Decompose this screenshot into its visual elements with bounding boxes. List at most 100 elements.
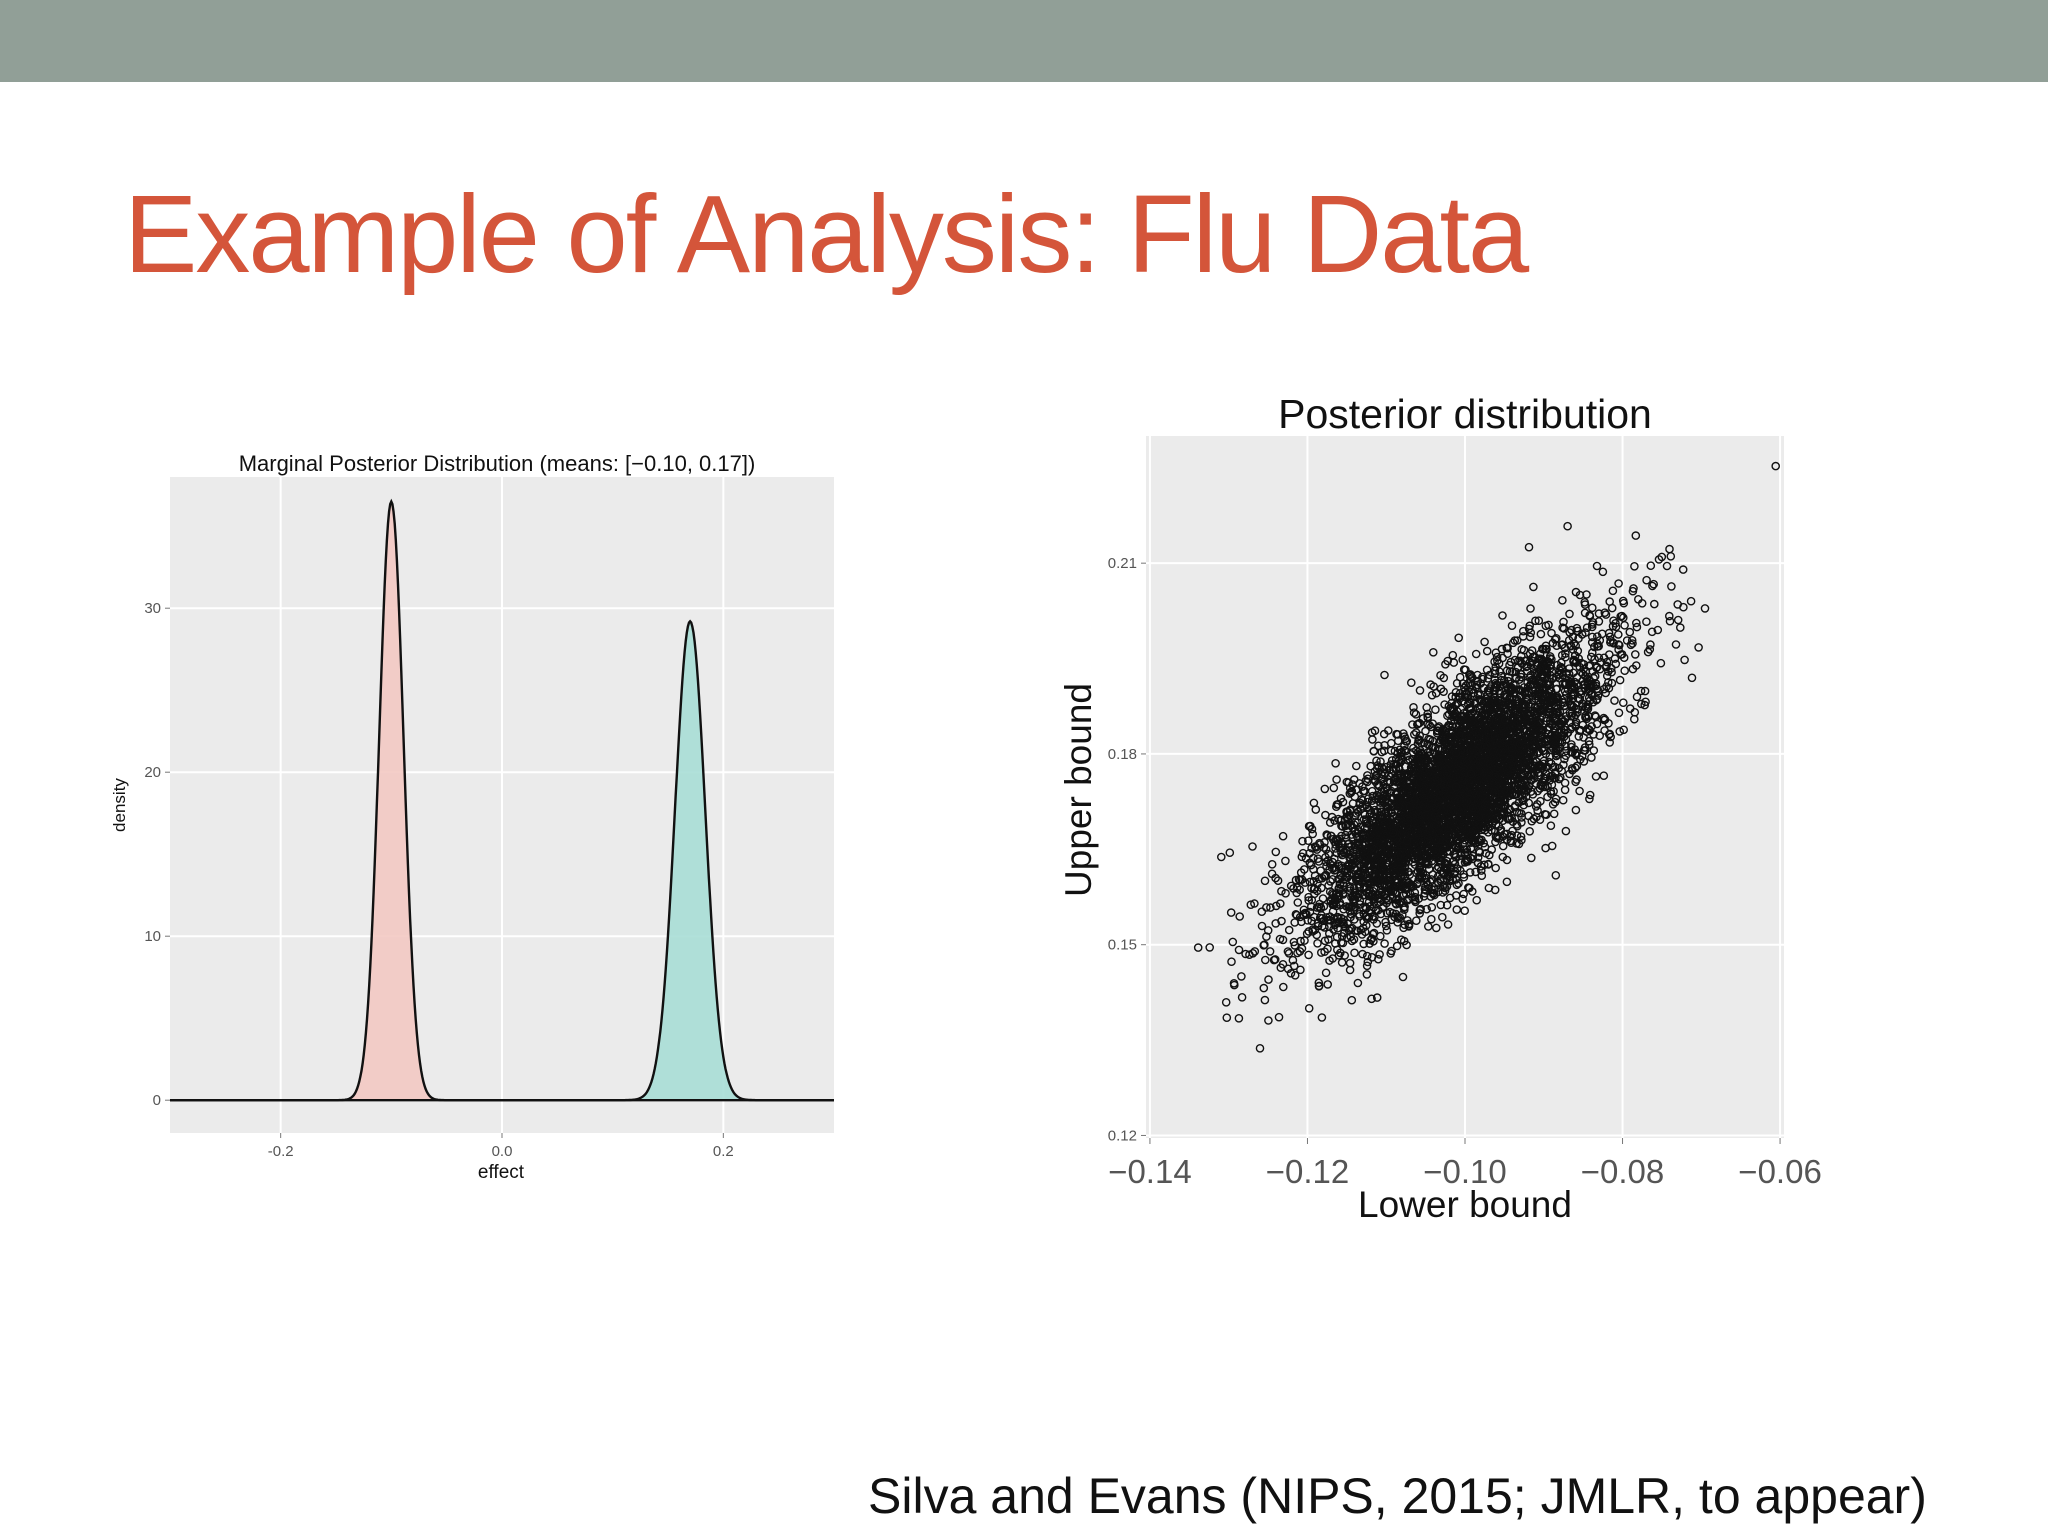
scatter-point bbox=[1490, 885, 1500, 895]
scatter-point bbox=[1294, 875, 1304, 884]
scatter-point bbox=[1415, 909, 1424, 918]
scatter-point bbox=[1393, 793, 1403, 802]
scatter-point bbox=[1278, 831, 1288, 841]
scatter-point bbox=[1314, 857, 1324, 866]
scatter-point bbox=[1459, 872, 1469, 882]
scatter-point bbox=[1331, 939, 1340, 948]
scatter-point bbox=[1430, 890, 1439, 900]
scatter-point bbox=[1458, 812, 1468, 822]
scatter-point bbox=[1531, 779, 1541, 788]
scatter-point bbox=[1506, 657, 1516, 667]
scatter-point bbox=[1524, 811, 1533, 821]
scatter-point bbox=[1360, 810, 1370, 820]
scatter-point bbox=[1421, 886, 1431, 895]
scatter-point bbox=[1279, 982, 1288, 992]
scatter-point bbox=[1464, 679, 1473, 688]
scatter-point bbox=[1480, 637, 1489, 647]
scatter-point bbox=[1516, 656, 1525, 666]
scatter-point bbox=[1491, 698, 1501, 707]
scatter-point bbox=[1587, 688, 1597, 698]
scatter-point bbox=[1431, 822, 1441, 831]
scatter-point bbox=[1451, 772, 1461, 782]
scatter-point bbox=[1454, 633, 1463, 643]
scatter-point bbox=[1489, 746, 1499, 756]
scatter-point bbox=[1588, 648, 1597, 658]
scatter-point bbox=[1411, 710, 1421, 719]
scatter-point bbox=[1414, 747, 1423, 757]
scatter-point bbox=[1433, 723, 1442, 733]
scatter-point bbox=[1385, 881, 1394, 891]
scatter-point bbox=[1572, 748, 1581, 758]
scatter-point bbox=[1330, 920, 1339, 930]
scatter-point bbox=[1324, 881, 1333, 890]
scatter-point bbox=[1329, 783, 1339, 793]
scatter-point bbox=[1392, 900, 1401, 909]
scatter-point bbox=[1429, 648, 1438, 657]
scatter-point bbox=[1377, 875, 1387, 885]
scatter-point bbox=[1614, 630, 1623, 639]
scatter-point bbox=[1557, 766, 1566, 776]
scatter-point bbox=[1425, 826, 1435, 836]
scatter-point bbox=[1396, 773, 1405, 782]
scatter-point bbox=[1499, 676, 1509, 685]
scatter-point bbox=[1424, 922, 1433, 931]
scatter-point bbox=[1607, 664, 1616, 673]
scatter-point bbox=[1558, 795, 1568, 805]
scatter-point bbox=[1572, 623, 1582, 633]
scatter-point bbox=[1380, 939, 1389, 948]
scatter-point bbox=[1549, 773, 1559, 783]
scatter-point bbox=[1266, 903, 1275, 912]
scatter-point bbox=[1455, 812, 1464, 822]
scatter-point bbox=[1324, 935, 1333, 944]
scatter-point bbox=[1304, 836, 1313, 846]
scatter-point bbox=[1528, 760, 1537, 770]
scatter-point bbox=[1580, 608, 1590, 618]
scatter-point bbox=[1221, 998, 1231, 1007]
scatter-point bbox=[1257, 907, 1267, 917]
scatter-point bbox=[1485, 812, 1494, 822]
scatter-point bbox=[1480, 704, 1490, 714]
scatter-point bbox=[1427, 690, 1437, 700]
scatter-point bbox=[1332, 901, 1341, 911]
scatter-point bbox=[1611, 659, 1621, 669]
scatter-point bbox=[1581, 711, 1590, 721]
scatter-point bbox=[1320, 784, 1330, 794]
scatter-point bbox=[1382, 926, 1392, 935]
scatter-point bbox=[1511, 681, 1520, 690]
scatter-point bbox=[1541, 690, 1551, 700]
scatter-point bbox=[1234, 945, 1244, 955]
scatter-point bbox=[1602, 682, 1611, 691]
scatter-point bbox=[1333, 835, 1343, 845]
scatter-point bbox=[1595, 731, 1604, 741]
scatter-point bbox=[1436, 900, 1446, 910]
scatter-point bbox=[1602, 657, 1612, 667]
scatter-point bbox=[1205, 943, 1214, 952]
scatter-point bbox=[1614, 708, 1624, 718]
scatter-point bbox=[1471, 867, 1480, 877]
scatter-point bbox=[1260, 876, 1270, 886]
scatter-point bbox=[1476, 798, 1486, 808]
scatter-point bbox=[1551, 731, 1560, 740]
scatter-point bbox=[1540, 782, 1550, 792]
scatter-point bbox=[1646, 640, 1655, 649]
scatter-point bbox=[1299, 905, 1309, 915]
scatter-point bbox=[1293, 898, 1303, 907]
scatter-point bbox=[1521, 792, 1531, 802]
scatter-point bbox=[1406, 880, 1416, 889]
scatter-point bbox=[1415, 686, 1425, 695]
scatter-point bbox=[1334, 951, 1344, 960]
scatter-point bbox=[1390, 746, 1400, 756]
scatter-point bbox=[1257, 921, 1267, 931]
scatter-point bbox=[1422, 859, 1431, 869]
scatter-point bbox=[1449, 849, 1459, 859]
scatter-point bbox=[1368, 735, 1377, 744]
scatter-point bbox=[1431, 688, 1441, 698]
scatter-point bbox=[1687, 673, 1697, 683]
scatter-point bbox=[1346, 932, 1356, 942]
scatter-point bbox=[1291, 910, 1301, 919]
scatter-point bbox=[1370, 805, 1379, 815]
scatter-point bbox=[1345, 902, 1354, 912]
scatter-point bbox=[1536, 629, 1546, 639]
scatter-point bbox=[1538, 657, 1547, 666]
scatter-point bbox=[1427, 821, 1436, 830]
